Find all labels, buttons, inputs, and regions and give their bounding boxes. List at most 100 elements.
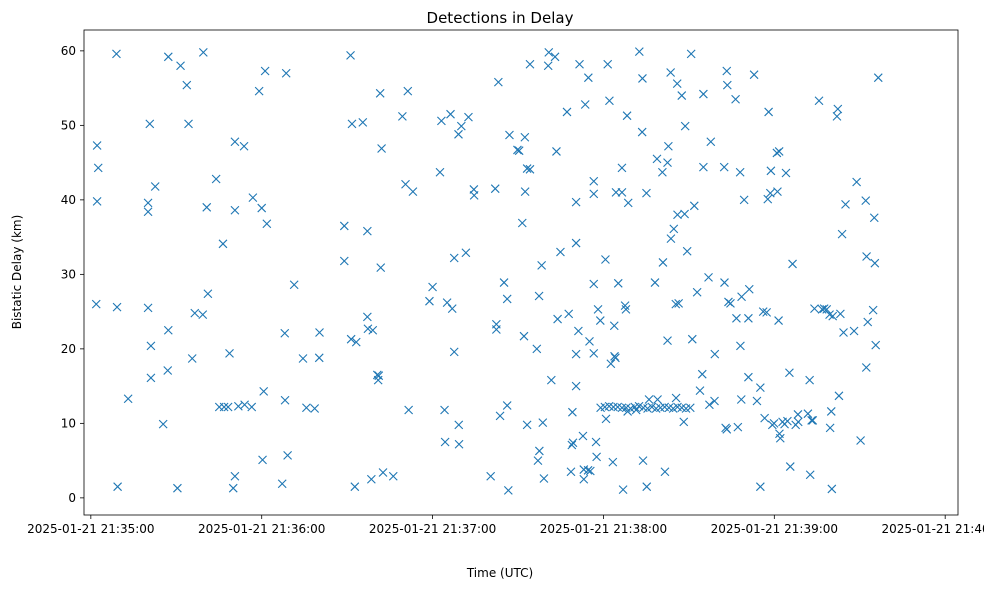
data-point: [720, 278, 729, 287]
data-point: [680, 209, 689, 219]
data-point: [277, 479, 287, 489]
data-point: [469, 191, 479, 200]
data-point: [583, 465, 593, 475]
data-point: [862, 252, 871, 261]
data-point: [258, 455, 267, 465]
data-point: [522, 420, 532, 430]
y-tick-label: 50: [61, 118, 76, 132]
data-point: [871, 340, 881, 350]
data-point: [605, 96, 614, 106]
data-point: [143, 207, 153, 217]
data-point: [283, 451, 293, 460]
data-point: [758, 307, 768, 317]
data-point: [495, 411, 505, 421]
data-point: [793, 410, 803, 419]
data-point: [766, 166, 776, 176]
data-point: [600, 402, 610, 412]
data-point: [699, 162, 708, 172]
data-point: [223, 402, 233, 412]
data-point: [123, 394, 133, 404]
data-point: [765, 188, 775, 198]
data-point: [158, 419, 168, 429]
data-point: [762, 307, 772, 317]
data-point: [835, 309, 845, 319]
data-point: [314, 353, 324, 363]
data-point: [556, 247, 565, 257]
data-point: [810, 304, 819, 314]
data-point: [760, 413, 770, 423]
data-point: [617, 163, 627, 173]
data-point: [852, 177, 862, 187]
data-point: [682, 246, 692, 256]
data-point: [589, 348, 599, 358]
data-point: [514, 146, 524, 156]
data-point: [517, 218, 527, 228]
data-point: [719, 162, 729, 172]
data-point: [733, 422, 743, 432]
data-point: [346, 50, 355, 60]
data-point: [744, 372, 753, 382]
data-point: [699, 89, 708, 99]
data-point: [704, 272, 713, 282]
data-point: [826, 407, 836, 416]
data-point: [773, 187, 782, 197]
data-point: [425, 296, 434, 306]
data-point: [428, 282, 437, 292]
data-point: [184, 119, 193, 129]
data-point: [491, 325, 501, 334]
data-point: [230, 471, 240, 481]
data-point: [828, 311, 838, 321]
data-point: [449, 253, 459, 263]
data-point: [617, 403, 627, 413]
y-tick-label: 0: [68, 491, 76, 505]
data-point: [695, 386, 705, 395]
data-point: [689, 201, 699, 211]
data-point: [807, 415, 817, 425]
data-point: [606, 359, 616, 369]
data-point: [289, 280, 299, 290]
data-point: [772, 148, 782, 158]
data-point: [239, 141, 249, 151]
data-point: [589, 189, 599, 199]
data-point: [449, 347, 459, 357]
data-point: [571, 238, 581, 248]
data-point: [710, 349, 720, 359]
data-point: [502, 294, 512, 304]
data-point: [674, 299, 684, 308]
data-point: [856, 436, 865, 445]
data-point: [677, 91, 687, 100]
data-point: [368, 325, 378, 335]
data-point: [247, 402, 257, 412]
data-point: [446, 109, 455, 119]
data-point: [567, 440, 577, 450]
data-point: [187, 354, 197, 363]
data-point: [861, 196, 871, 205]
data-point: [672, 79, 682, 89]
y-tick-label: 60: [61, 44, 76, 58]
data-point: [546, 375, 556, 385]
data-point: [841, 199, 850, 209]
data-point: [456, 121, 466, 131]
data-point: [642, 188, 651, 198]
data-point: [571, 381, 581, 391]
data-point: [774, 316, 783, 325]
data-point: [644, 395, 654, 404]
data-point: [298, 354, 308, 363]
data-point: [568, 438, 578, 448]
y-axis-ticks: 0 10 20 30 40 50 60: [61, 44, 84, 505]
data-point: [825, 423, 835, 433]
data-point: [401, 179, 410, 189]
data-point: [240, 400, 250, 410]
data-point: [608, 457, 618, 467]
data-point: [722, 424, 732, 434]
data-point: [863, 317, 873, 327]
data-point: [783, 416, 792, 426]
data-point: [737, 292, 746, 302]
data-point: [634, 47, 644, 56]
data-point: [464, 112, 473, 122]
data-point: [351, 337, 361, 347]
data-point: [259, 386, 269, 396]
data-point: [374, 371, 384, 381]
data-point: [112, 302, 122, 312]
data-point: [230, 205, 240, 215]
